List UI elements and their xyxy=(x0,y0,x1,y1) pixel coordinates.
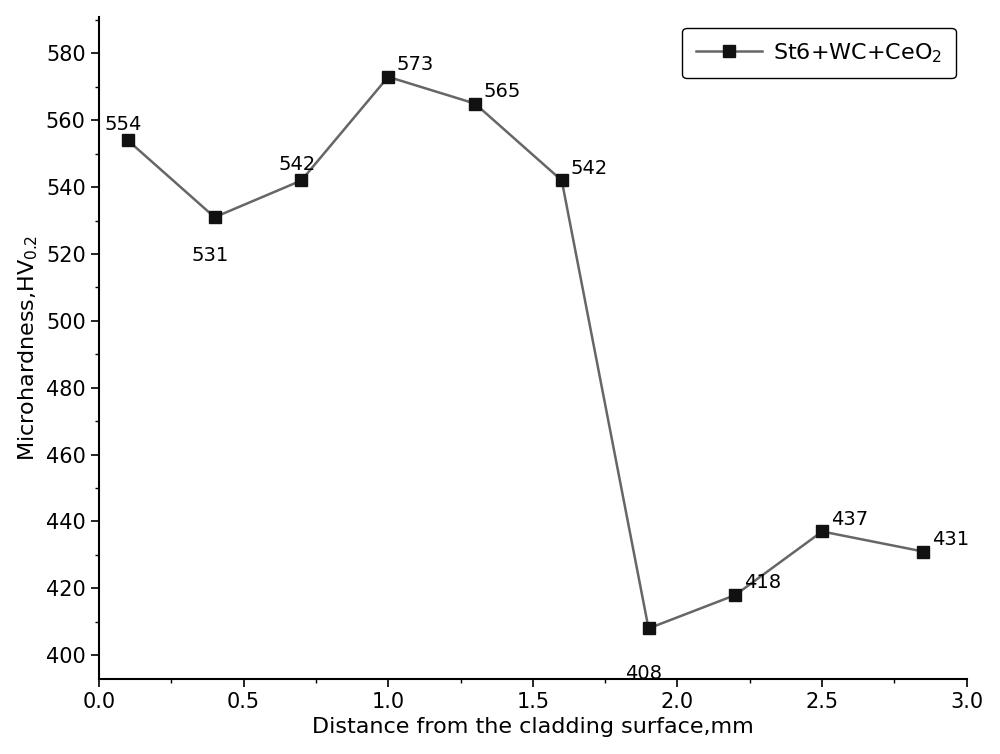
St6+WC+CeO$_2$ xyxy=(729,590,741,599)
St6+WC+CeO$_2$ xyxy=(295,176,307,185)
Text: 542: 542 xyxy=(278,155,316,174)
X-axis label: Distance from the cladding surface,mm: Distance from the cladding surface,mm xyxy=(312,717,754,737)
Text: 573: 573 xyxy=(397,55,434,74)
Text: 554: 554 xyxy=(105,115,142,134)
Text: 418: 418 xyxy=(744,573,781,593)
St6+WC+CeO$_2$ xyxy=(917,547,929,556)
Line: St6+WC+CeO$_2$: St6+WC+CeO$_2$ xyxy=(122,71,930,635)
Text: 431: 431 xyxy=(932,530,969,549)
Text: 565: 565 xyxy=(484,82,521,101)
Legend: St6+WC+CeO$_2$: St6+WC+CeO$_2$ xyxy=(682,28,956,78)
St6+WC+CeO$_2$ xyxy=(469,99,481,108)
Text: 408: 408 xyxy=(625,664,662,682)
St6+WC+CeO$_2$ xyxy=(556,176,568,185)
Text: 542: 542 xyxy=(570,159,608,178)
St6+WC+CeO$_2$ xyxy=(643,624,655,633)
Text: 437: 437 xyxy=(831,510,868,529)
St6+WC+CeO$_2$ xyxy=(816,527,828,536)
St6+WC+CeO$_2$ xyxy=(382,72,394,81)
Y-axis label: Microhardness,HV$_{0.2}$: Microhardness,HV$_{0.2}$ xyxy=(17,234,40,461)
St6+WC+CeO$_2$ xyxy=(209,213,221,222)
St6+WC+CeO$_2$ xyxy=(122,136,134,145)
Text: 531: 531 xyxy=(191,246,229,265)
